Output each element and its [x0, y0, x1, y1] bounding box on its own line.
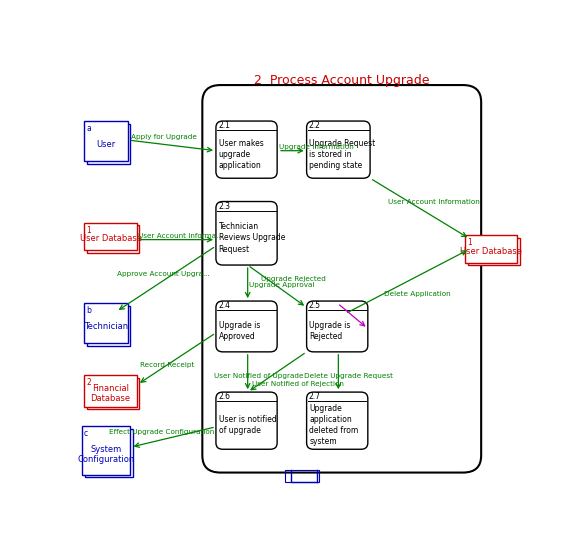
Text: Delete Upgrade Request: Delete Upgrade Request — [304, 373, 393, 379]
Text: Effect Upgrade Configuration: Effect Upgrade Configuration — [109, 430, 215, 436]
Text: User: User — [97, 140, 116, 149]
Text: User Account Information: User Account Information — [388, 199, 480, 205]
Text: User Notified of Upgrade: User Notified of Upgrade — [214, 373, 303, 379]
Text: Financial
Database: Financial Database — [91, 384, 130, 403]
Text: Upgrade Rejected: Upgrade Rejected — [261, 276, 326, 282]
Text: User makes
upgrade
application: User makes upgrade application — [219, 139, 263, 170]
Bar — [85, 428, 133, 477]
Text: 2.4: 2.4 — [218, 301, 230, 310]
Text: Upgrade is
Approved: Upgrade is Approved — [219, 321, 260, 341]
Text: 2.6: 2.6 — [218, 392, 230, 402]
Text: Record Receipt: Record Receipt — [140, 361, 195, 367]
Text: b: b — [86, 306, 91, 315]
Text: 2  Process Account Upgrade: 2 Process Account Upgrade — [254, 74, 430, 87]
Text: a: a — [86, 124, 91, 133]
FancyBboxPatch shape — [216, 301, 277, 352]
Text: User Notified of Rejection: User Notified of Rejection — [252, 382, 344, 387]
Bar — [87, 378, 139, 409]
Bar — [465, 235, 517, 263]
Text: 1: 1 — [86, 226, 91, 235]
Bar — [285, 470, 319, 482]
Text: System
Configuration: System Configuration — [77, 444, 135, 464]
FancyBboxPatch shape — [216, 121, 277, 178]
Text: 2.1: 2.1 — [218, 121, 230, 130]
Bar — [87, 306, 130, 346]
FancyBboxPatch shape — [307, 301, 368, 352]
Text: Upgrade is
Rejected: Upgrade is Rejected — [309, 321, 351, 341]
FancyBboxPatch shape — [307, 121, 370, 178]
Text: User Database: User Database — [80, 234, 142, 243]
Bar — [84, 375, 136, 407]
FancyBboxPatch shape — [202, 85, 481, 472]
Text: Technician
Reviews Upgrade
Request: Technician Reviews Upgrade Request — [219, 222, 285, 254]
Bar — [87, 226, 139, 253]
Text: Approve Account Upgra...: Approve Account Upgra... — [117, 271, 210, 277]
Text: Delete Application: Delete Application — [384, 291, 450, 297]
Bar — [84, 223, 136, 250]
Text: 2.2: 2.2 — [309, 121, 321, 130]
Text: 2.5: 2.5 — [309, 301, 321, 310]
Text: 1: 1 — [467, 238, 472, 248]
Text: User Account Informa...: User Account Informa... — [138, 233, 223, 239]
Text: Upgrade
application
deleted from
system: Upgrade application deleted from system — [309, 404, 359, 447]
FancyBboxPatch shape — [216, 201, 277, 265]
Text: 2.3: 2.3 — [218, 202, 230, 211]
Text: Apply for Upgrade: Apply for Upgrade — [131, 134, 197, 140]
Text: Technician: Technician — [84, 322, 128, 331]
Bar — [82, 426, 130, 475]
Text: User Database: User Database — [460, 247, 522, 256]
Text: User is notified
of upgrade: User is notified of upgrade — [219, 415, 276, 436]
Text: 2.7: 2.7 — [309, 392, 321, 402]
Bar — [84, 121, 128, 161]
Bar — [87, 124, 130, 164]
FancyBboxPatch shape — [307, 392, 368, 449]
Text: Upgrade Approval: Upgrade Approval — [249, 282, 314, 288]
Text: Upgrade Information: Upgrade Information — [278, 144, 353, 150]
Bar — [468, 238, 520, 266]
Text: c: c — [84, 429, 88, 438]
FancyBboxPatch shape — [216, 392, 277, 449]
Text: 2: 2 — [86, 378, 91, 387]
Text: Upgrade Request
is stored in
pending state: Upgrade Request is stored in pending sta… — [309, 139, 376, 170]
Bar — [84, 303, 128, 343]
